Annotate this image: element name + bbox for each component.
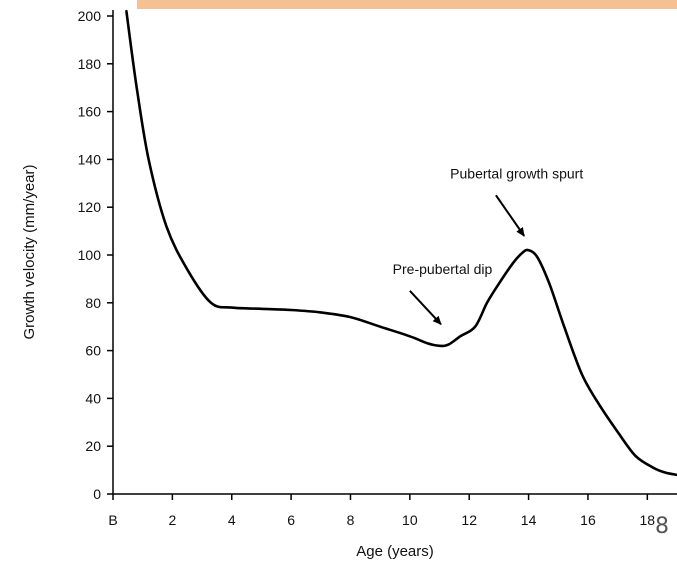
growth-velocity-line bbox=[125, 9, 677, 477]
y-tick-label: 80 bbox=[85, 295, 101, 311]
slide-page-number: 8 bbox=[655, 514, 669, 539]
accent-bar bbox=[137, 0, 677, 9]
annotation-label: Pre-pubertal dip bbox=[393, 261, 493, 277]
x-tick-label: 14 bbox=[521, 512, 537, 528]
annotation-arrow bbox=[495, 194, 525, 237]
x-tick-label: 6 bbox=[287, 512, 295, 528]
x-axis-ticks: B 2 4 6 8 10 12 14 16 18 bbox=[108, 494, 655, 528]
annotation-label: Pubertal growth spurt bbox=[450, 166, 583, 182]
x-tick-label: 8 bbox=[347, 512, 355, 528]
x-tick-label: 2 bbox=[168, 512, 176, 528]
y-tick-label: 120 bbox=[78, 199, 102, 215]
y-tick-label: 200 bbox=[78, 8, 102, 24]
annotations: Pubertal growth spurt Pre-pubertal dip bbox=[393, 166, 583, 326]
x-axis-title: Age (years) bbox=[356, 543, 434, 560]
y-tick-label: 0 bbox=[93, 486, 101, 502]
y-axis-title: Growth velocity (mm/year) bbox=[21, 164, 38, 339]
y-tick-label: 100 bbox=[78, 247, 102, 263]
y-tick-label: 180 bbox=[78, 56, 102, 72]
y-tick-label: 20 bbox=[85, 438, 101, 454]
y-tick-label: 40 bbox=[85, 390, 101, 406]
x-tick-label: B bbox=[108, 512, 117, 528]
y-axis-ticks: 0 20 40 60 80 100 120 140 160 180 200 bbox=[78, 8, 113, 502]
y-tick-label: 140 bbox=[78, 151, 102, 167]
x-tick-label: 12 bbox=[461, 512, 477, 528]
annotation-arrow bbox=[409, 290, 442, 326]
y-tick-label: 160 bbox=[78, 104, 102, 120]
x-tick-label: 10 bbox=[402, 512, 418, 528]
x-tick-label: 16 bbox=[580, 512, 596, 528]
y-tick-label: 60 bbox=[85, 343, 101, 359]
x-tick-label: 4 bbox=[228, 512, 236, 528]
x-tick-label: 18 bbox=[640, 512, 656, 528]
